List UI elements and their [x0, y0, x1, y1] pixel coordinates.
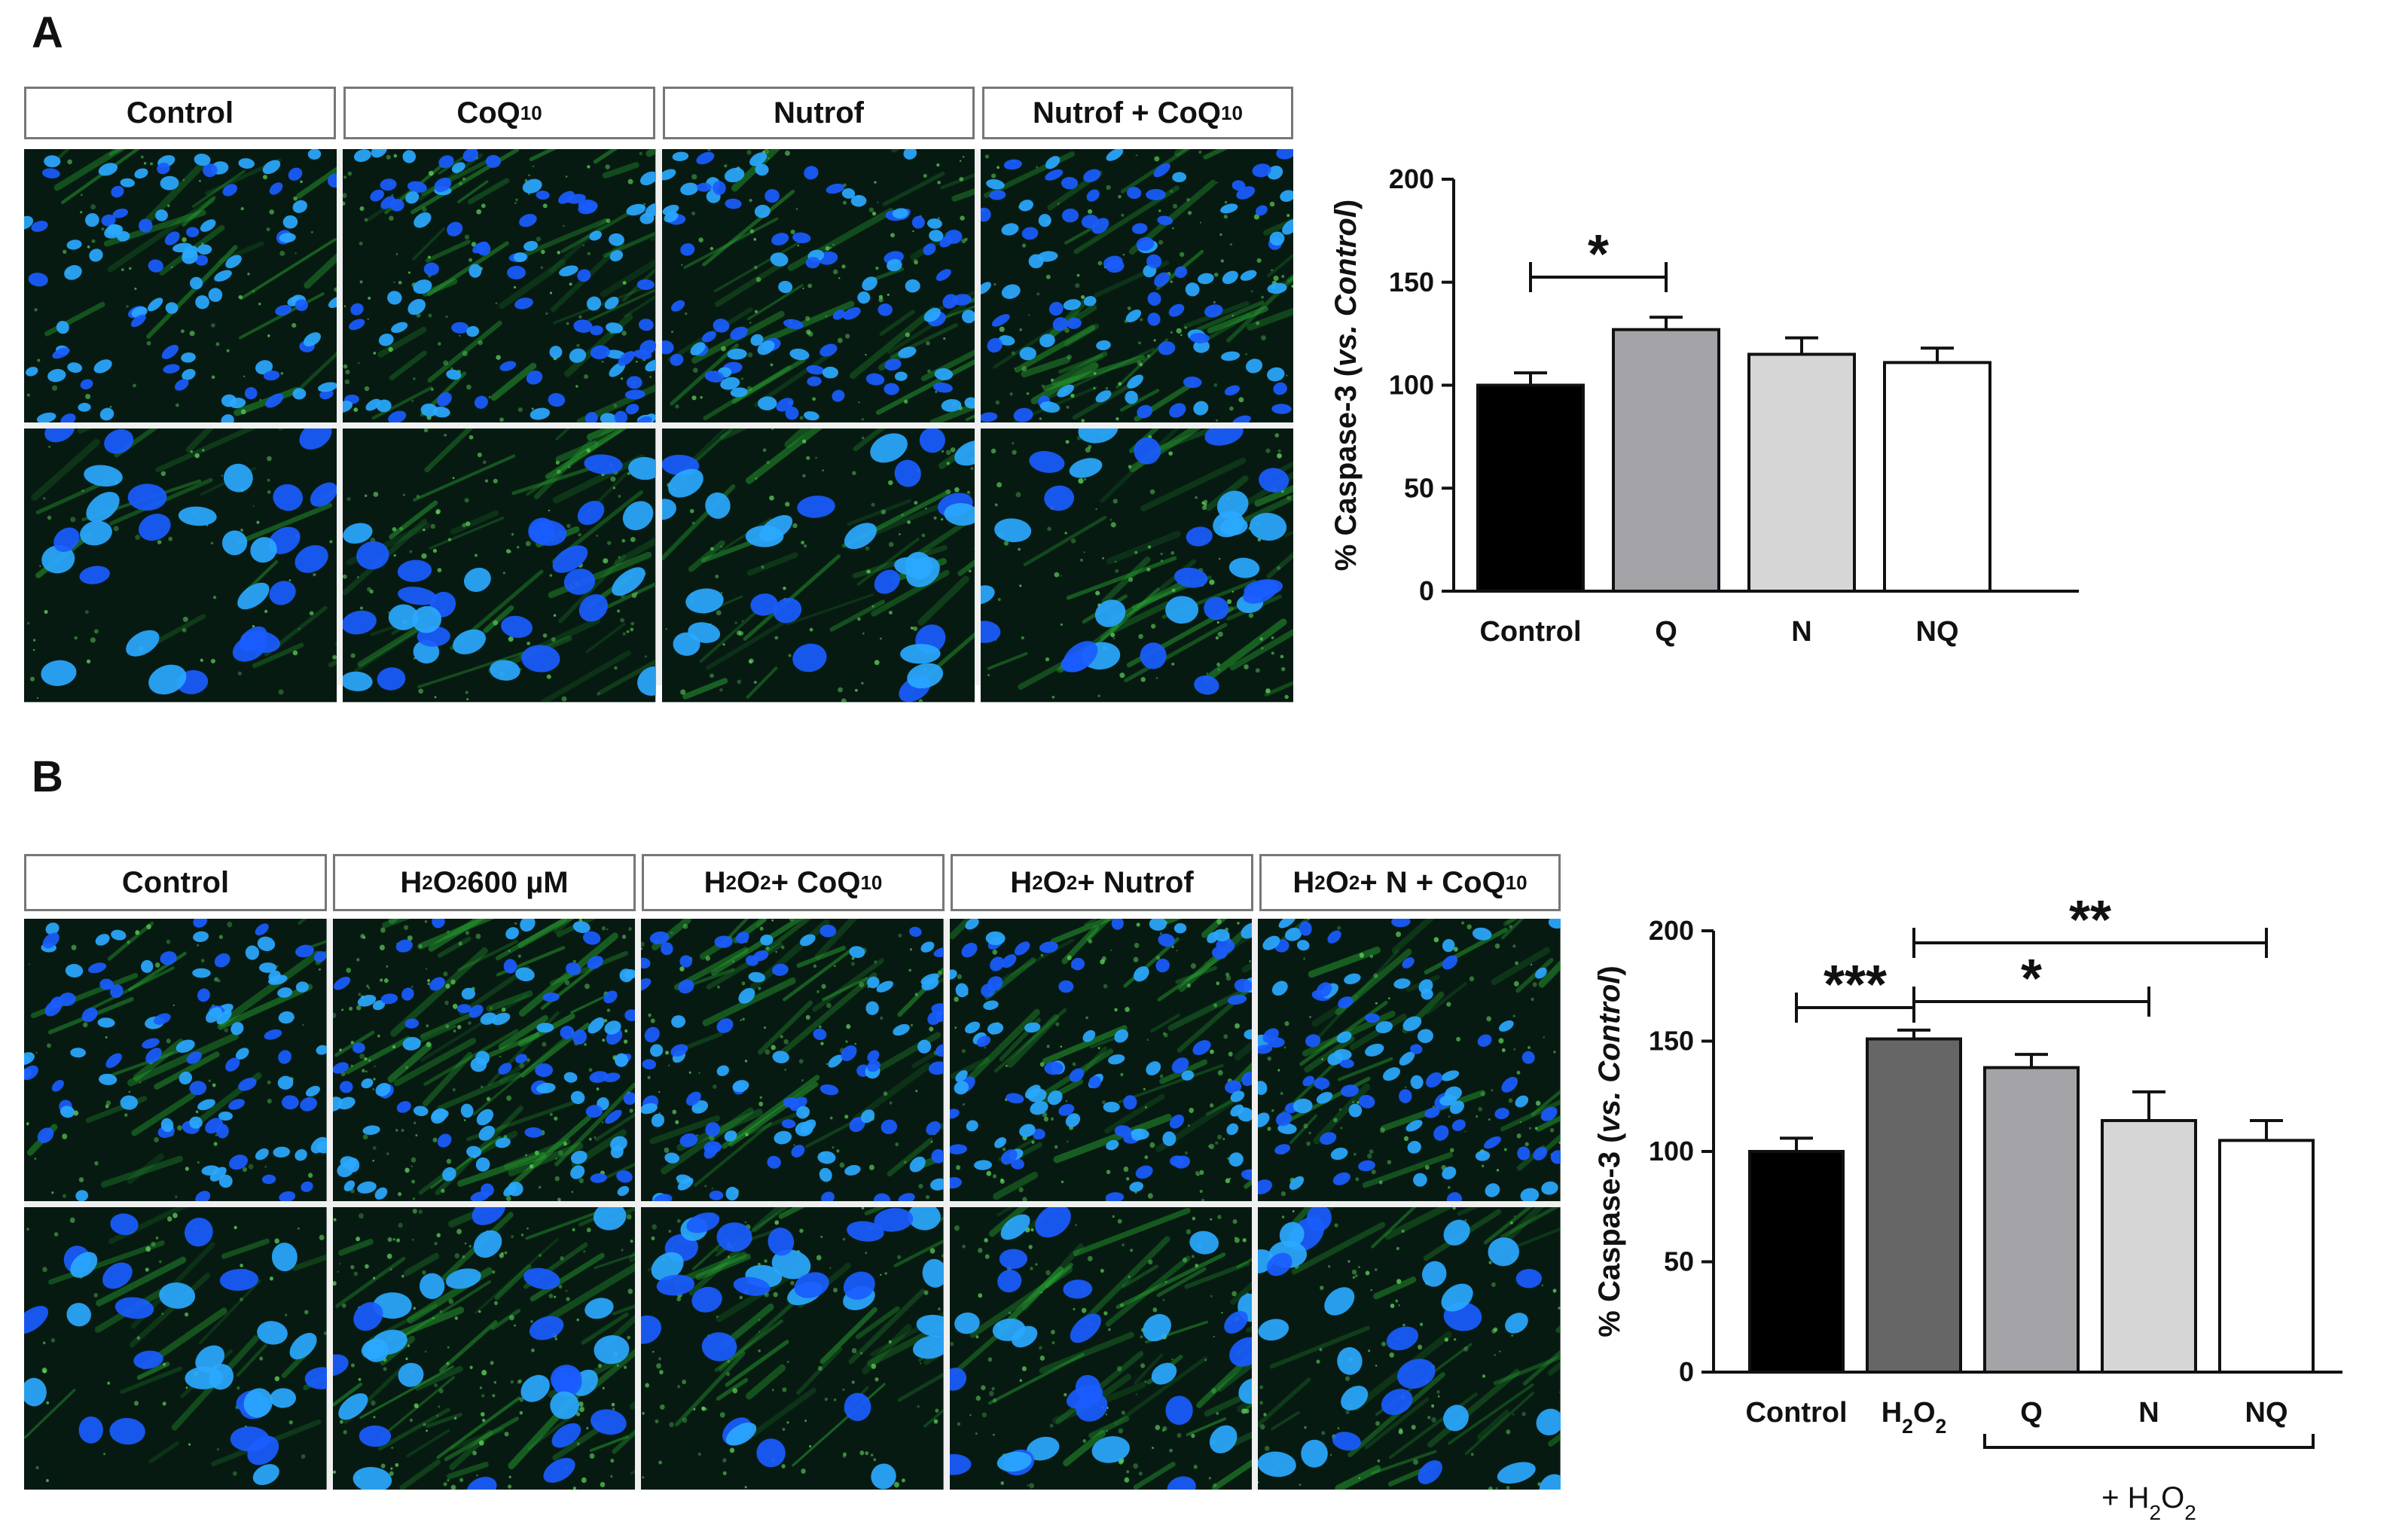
micrograph-image	[980, 428, 1293, 703]
x-tick-label: NQ	[2245, 1397, 2288, 1429]
significance-stars: **	[2069, 890, 2111, 950]
bar-nq	[2218, 1139, 2315, 1374]
micrograph-image	[641, 919, 944, 1201]
micrograph-image	[661, 149, 975, 423]
x-tick-label: N	[1791, 616, 1811, 648]
x-tick-label: Q	[2020, 1397, 2043, 1429]
panel-b-letter: B	[32, 752, 63, 801]
y-tick-label: 50	[1404, 472, 1434, 503]
y-tick-label: 0	[1419, 575, 1434, 606]
y-axis-title: % Caspase-3 (vs. Control)	[1593, 965, 1626, 1337]
significance-stars: *	[1588, 224, 1609, 285]
bar-h2o2	[1866, 1037, 1962, 1374]
y-tick-label: 200	[1389, 163, 1434, 194]
y-tick-label: 150	[1649, 1026, 1694, 1057]
micrograph-image	[24, 428, 337, 703]
y-tick-label: 0	[1679, 1356, 1694, 1387]
panel-b-label-control: Control	[24, 854, 327, 911]
y-axis-title: % Caspase-3 (vs. Control)	[1329, 200, 1363, 571]
micrograph-image	[641, 1207, 944, 1490]
panel-a-label-nutrof: Nutrof	[663, 87, 975, 139]
y-tick-label: 100	[1389, 370, 1434, 401]
panel-a-bar-chart: 0 50 100 150 200 % Caspase-3 (vs. Control) Con…	[1326, 151, 2117, 678]
x-tick-label: Control	[1479, 616, 1581, 648]
x-tick-label: Control	[1745, 1397, 1847, 1429]
micrograph-image	[661, 428, 975, 703]
treatment-group-bracket: + H2O2	[1983, 1434, 2315, 1524]
micrograph-image	[949, 919, 1253, 1201]
micrograph-image	[24, 919, 327, 1201]
panel-a-label-control: Control	[24, 87, 336, 139]
panel-b-micrograph-grid	[24, 919, 1561, 1490]
micrograph-image	[949, 1207, 1253, 1490]
y-tick-label: 50	[1664, 1246, 1694, 1277]
micrograph-image	[980, 149, 1293, 423]
micrograph-image	[1258, 919, 1561, 1201]
significance-bracket: ***	[1795, 955, 1915, 1023]
micrograph-image	[24, 1207, 327, 1490]
panel-a-label-coq10: CoQ 10	[343, 87, 655, 139]
bar-nq	[1883, 361, 1991, 593]
y-tick-label: 200	[1649, 915, 1694, 946]
x-tick-label: NQ	[1916, 616, 1959, 648]
panel-a-column-labels: Control CoQ 10 Nutrof Nutrof + CoQ 10	[24, 87, 1293, 139]
significance-stars: ***	[1824, 955, 1887, 1015]
x-tick-label: N	[2138, 1397, 2159, 1429]
significance-bracket: **	[1912, 890, 2268, 958]
bar-n	[2101, 1118, 2197, 1374]
y-tick-label: 100	[1649, 1136, 1694, 1167]
panel-a-micrograph-grid	[24, 149, 1293, 703]
micrograph-image	[1258, 1207, 1561, 1490]
micrograph-image	[24, 149, 337, 423]
bar-n	[1747, 352, 1856, 593]
panel-a-letter: A	[32, 8, 63, 57]
bar-control	[1476, 383, 1585, 593]
micrograph-image	[343, 428, 656, 703]
panel-b-bar-chart: 0 50 100 150 200 % Caspase-3 (vs. Control) Con…	[1589, 890, 2403, 1525]
micrograph-image	[332, 919, 636, 1201]
bar-q	[1612, 328, 1720, 593]
x-tick-label: Q	[1655, 616, 1677, 648]
group-bracket-label: + H2O2	[2101, 1481, 2196, 1524]
significance-bracket: *	[1529, 224, 1668, 292]
y-tick-label: 150	[1389, 267, 1434, 297]
bar-control	[1748, 1150, 1845, 1374]
micrograph-image	[343, 149, 656, 423]
significance-bracket: *	[1912, 949, 2150, 1017]
bar-q	[1983, 1066, 2080, 1374]
panel-a-label-nutrof-coq10: Nutrof + CoQ 10	[982, 87, 1293, 139]
micrograph-image	[332, 1207, 636, 1490]
significance-stars: *	[2021, 949, 2042, 1009]
x-tick-label: H2O2	[1882, 1397, 1947, 1438]
